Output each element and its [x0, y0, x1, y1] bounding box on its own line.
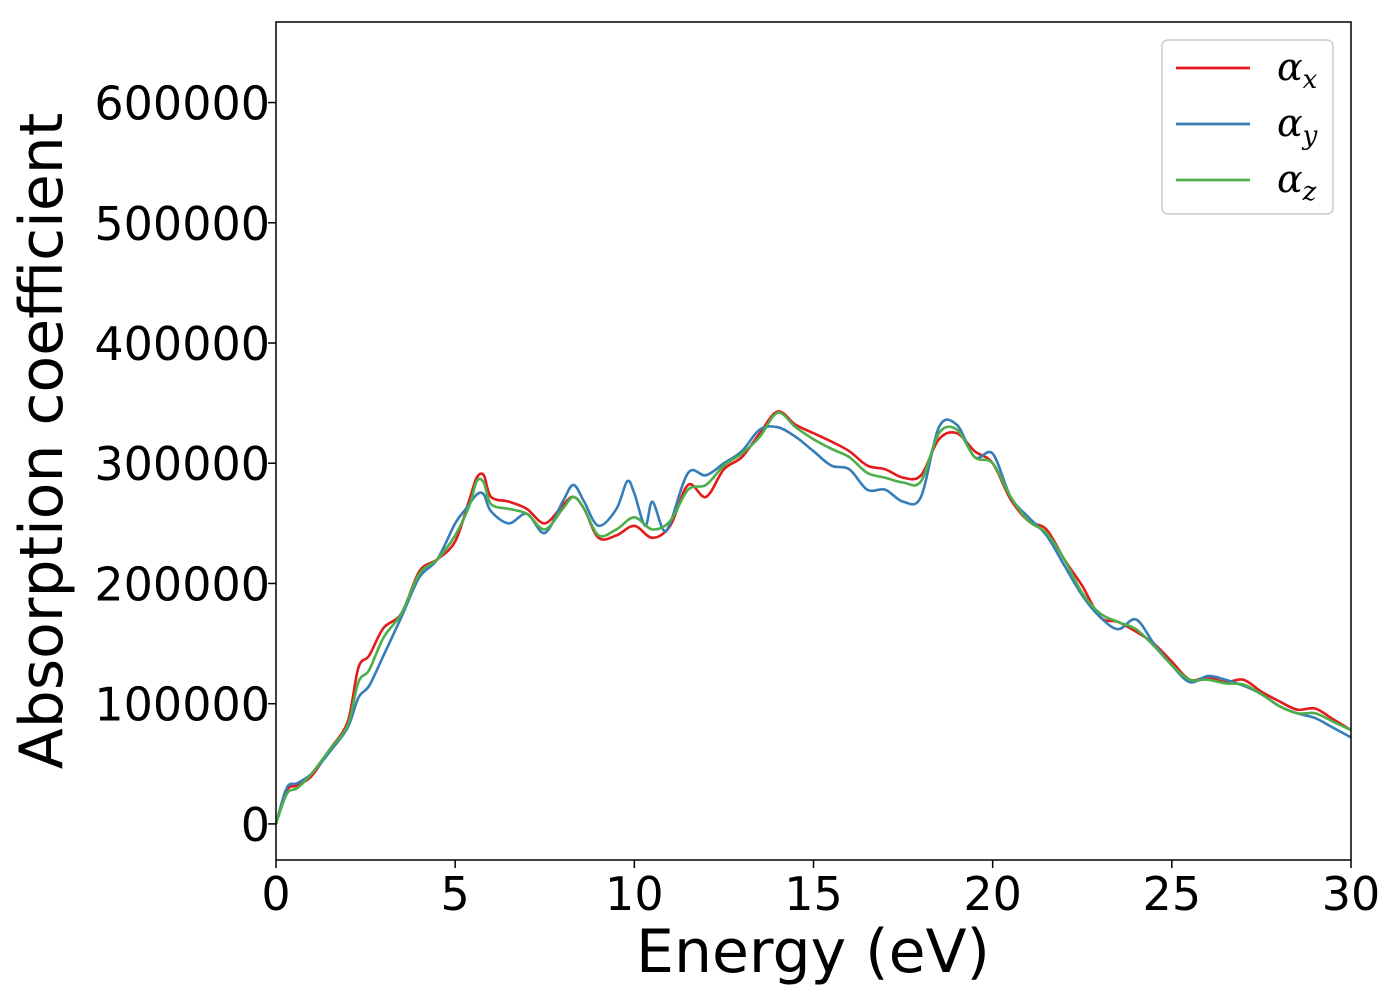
x-tick-label: 25 [1143, 867, 1202, 921]
y-tick-label: 100000 [94, 678, 270, 732]
y-axis-label: Absorption coefficient [7, 113, 77, 770]
series-line-z [274, 411, 1352, 825]
series-line-x [274, 410, 1352, 825]
x-tick-label: 0 [261, 867, 290, 921]
legend-frame [1161, 39, 1334, 215]
y-tick-label: 300000 [94, 437, 270, 491]
x-axis: 0 5 10 15 20 25 30 [261, 860, 1380, 921]
y-tick-label: 600000 [94, 77, 270, 131]
x-tick-label: 10 [605, 867, 664, 921]
x-tick-label: 5 [441, 867, 470, 921]
series-line-y [274, 418, 1352, 825]
x-tick-label: 15 [784, 867, 843, 921]
legend-label-z: αz [1277, 157, 1317, 207]
legend-label-x: αx [1277, 45, 1318, 95]
y-tick-label: 400000 [94, 317, 270, 371]
y-axis: 0 100000 200000 300000 400000 500000 600000 [94, 77, 276, 852]
x-axis-label: Energy (eV) [636, 917, 990, 987]
legend-label-y: αy [1277, 101, 1318, 151]
legend: αx αy αz [1161, 39, 1334, 215]
x-tick-label: 30 [1322, 867, 1381, 921]
y-tick-label: 200000 [94, 557, 270, 611]
y-tick-label: 500000 [94, 197, 270, 251]
plot-lines [274, 410, 1352, 825]
x-tick-label: 20 [963, 867, 1022, 921]
y-tick-label: 0 [241, 798, 270, 852]
